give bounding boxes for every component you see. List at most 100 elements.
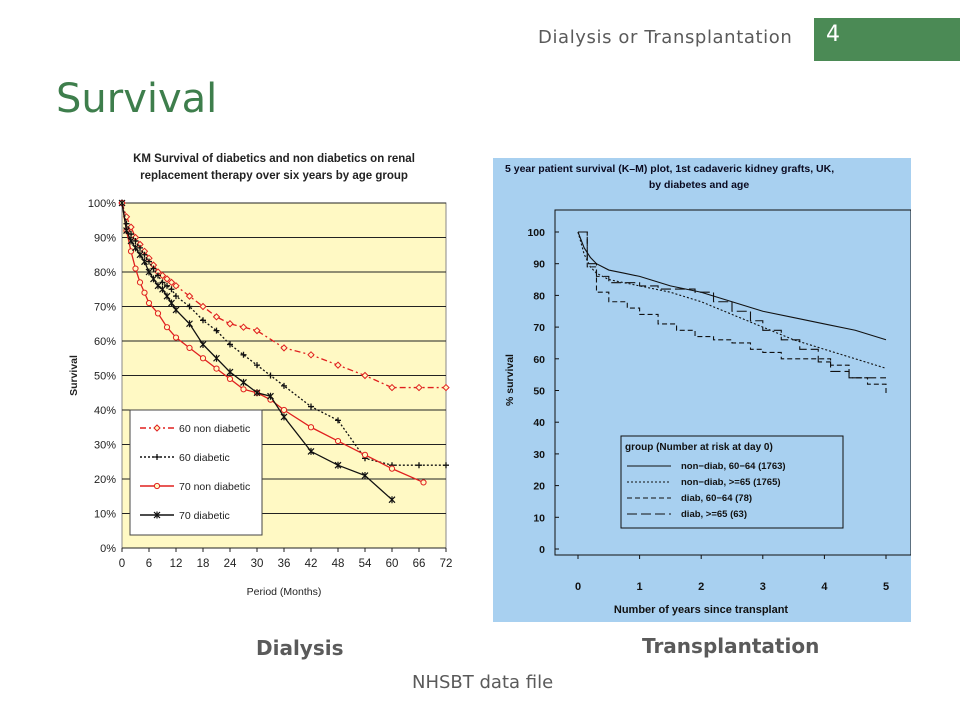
data-point [150,275,157,283]
chart-title-line: replacement therapy over six years by ag… [140,170,408,182]
data-point [186,320,193,328]
y-tick-label: 60 [533,354,545,366]
x-tick-label: 36 [278,558,291,570]
y-tick-label: 0 [539,544,545,556]
legend-label: 60 diabetic [179,452,230,464]
data-point [213,365,220,372]
data-point [226,320,234,328]
series-line [121,202,446,466]
series-70-diabetic [118,199,396,504]
data-point [388,496,396,504]
data-point [212,313,221,321]
y-tick-label: 90% [94,233,116,245]
x-tick-label: 30 [251,558,264,570]
data-point [172,306,180,314]
legend-marker [153,424,161,432]
data-point [132,244,139,252]
data-point [280,406,288,414]
data-point [254,362,260,369]
data-point [200,317,206,324]
data-point [159,279,166,286]
data-point [253,389,261,397]
data-point [132,265,139,272]
data-point [154,282,162,290]
data-point [361,451,369,458]
data-point [185,292,194,300]
y-tick-label: 50 [533,386,545,398]
data-point [172,334,180,341]
x-tick-label: 48 [332,558,345,570]
x-tick-label: 18 [197,558,210,570]
slide-title: Survival [56,76,218,122]
data-point [118,199,126,207]
data-point [123,227,130,235]
legend-box [620,435,844,529]
data-point [158,271,167,280]
data-point [388,383,396,392]
data-point [442,383,450,392]
data-point [416,462,422,469]
page-number: 4 [826,22,840,47]
y-tick-label: 30% [94,440,116,452]
data-point [146,258,152,265]
x-tick-label: 0 [575,581,581,593]
data-point [141,258,148,266]
data-point [155,272,161,279]
y-axis-label: % survival [504,354,516,406]
data-point [240,378,247,386]
y-tick-label: 20% [94,474,116,486]
data-point [132,237,139,244]
legend-label: diab, 60−64 (78) [681,493,752,504]
chart-title-line: KM Survival of diabetics and non diabeti… [133,153,415,165]
data-point [226,375,234,383]
legend-label: 60 non diabetic [179,423,250,435]
x-tick-label: 2 [698,581,704,593]
plot-frame [554,209,911,556]
y-tick-label: 80% [94,267,116,279]
x-tick-label: 5 [883,581,889,593]
y-tick-label: 60% [94,336,116,348]
series-60-non-diabetic [118,199,450,392]
y-tick-label: 80 [533,290,545,302]
series-line [577,231,887,341]
data-point [239,323,248,331]
data-point [334,461,342,469]
data-point [415,383,423,392]
y-tick-label: 10% [94,509,116,521]
data-point [420,479,427,486]
page-number-badge [814,18,960,61]
y-tick-label: 70 [533,322,545,334]
data-point [186,344,193,351]
data-point [137,244,143,251]
data-point [141,289,148,296]
series-line [577,231,887,369]
x-tick-label: 1 [637,581,643,593]
x-axis-label: Number of years since transplant [614,604,789,616]
data-point [167,278,176,287]
data-point [199,355,207,362]
x-tick-label: 54 [359,558,372,570]
data-point [253,326,261,335]
x-axis-label: Period (Months) [247,586,322,598]
data-point [123,220,130,227]
legend-label: non−diab, 60−64 (1763) [681,461,786,472]
data-point [280,413,288,421]
data-point [307,351,315,359]
y-tick-label: 100 [527,227,545,239]
data-point [307,447,315,455]
data-point [168,299,175,307]
x-tick-label: 42 [305,558,318,570]
legend-marker [153,511,161,519]
y-tick-label: 90 [533,259,545,271]
y-tick-label: 100% [88,198,116,210]
data-point [213,327,220,334]
data-point [226,368,234,376]
x-tick-label: 66 [413,558,426,570]
data-point [136,251,144,259]
x-tick-label: 24 [224,558,237,570]
x-tick-label: 4 [821,581,828,593]
data-point [163,292,171,300]
series-70-non-diabetic [118,199,427,486]
legend-label: diab, >=65 (63) [681,509,747,520]
data-point [443,462,449,469]
